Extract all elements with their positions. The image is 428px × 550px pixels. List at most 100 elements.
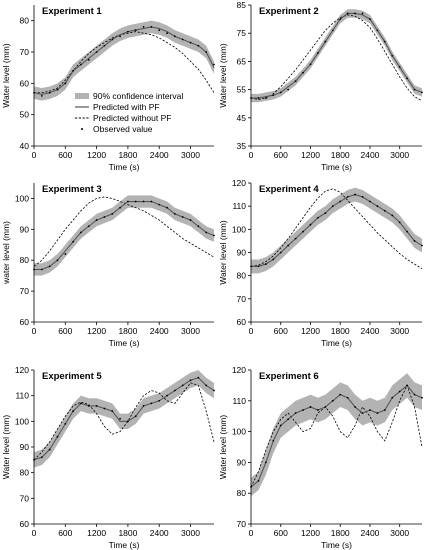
x-tick-label: 1800 (118, 326, 137, 336)
observed-point (197, 225, 200, 228)
x-tick-label: 3000 (390, 528, 409, 538)
series-line-with-pf (34, 200, 215, 271)
y-axis-label: Water level (mm) (218, 415, 228, 480)
observed-point (346, 12, 349, 15)
observed-point (317, 216, 319, 219)
observed-point (317, 52, 319, 54)
x-tick-label: 1200 (87, 150, 106, 160)
observed-point (64, 82, 67, 85)
observed-point (72, 240, 75, 243)
y-tick-label: 100 (15, 193, 29, 203)
observed-point (158, 399, 161, 402)
x-tick-label: 1800 (118, 150, 137, 160)
observed-point (87, 405, 90, 407)
x-tick-label: 3000 (181, 528, 200, 538)
observed-point (331, 205, 334, 208)
observed-point (354, 406, 356, 408)
observed-point (158, 29, 161, 31)
observed-point (40, 456, 43, 459)
x-tick-label: 0 (249, 528, 254, 538)
observed-point (279, 251, 282, 254)
series-line-without-pf (34, 31, 215, 94)
series-line-with-pf (251, 194, 423, 267)
observed-point (181, 384, 184, 387)
series-line-with-pf (33, 26, 215, 95)
ci-band (251, 373, 422, 497)
observed-point (95, 405, 98, 407)
x-tick-label: 600 (58, 326, 72, 336)
observed-point (421, 91, 423, 94)
observed-point (80, 231, 82, 234)
observed-point (339, 18, 342, 20)
observed-point (331, 29, 334, 32)
observed-point (134, 29, 137, 31)
observed-point (181, 216, 184, 218)
observed-point (197, 376, 200, 379)
observed-point (48, 91, 51, 94)
observed-point (391, 54, 394, 57)
observed-point (339, 393, 342, 396)
observed-point (150, 402, 153, 405)
chart-panel: 0 600 1200 1800 2400 3000 35 45 55 65 75 85 Experime… (218, 0, 423, 172)
y-tick-label: 100 (15, 416, 29, 426)
y-tick-label: 80 (20, 16, 30, 26)
y-tick-label: 80 (20, 468, 30, 478)
x-axis-label: Time (s) (109, 162, 140, 172)
observed-point (64, 253, 67, 255)
x-tick-label: 600 (58, 528, 72, 538)
observed-point (331, 399, 334, 402)
y-tick-label: 120 (232, 178, 246, 188)
y-tick-label: 35 (237, 141, 247, 151)
chart-panel: 0 600 1200 1800 2400 3000 60 70 80 90 100 110 120 Exp… (218, 178, 423, 348)
observed-point (302, 71, 304, 74)
observed-point (213, 234, 215, 237)
observed-point (142, 26, 145, 28)
observed-point (383, 40, 386, 43)
observed-point (398, 66, 401, 68)
y-tick-label: 100 (232, 427, 246, 437)
observed-point (361, 412, 364, 415)
y-tick-label: 85 (237, 0, 247, 10)
y-tick-label: 70 (20, 493, 30, 503)
chart-title: Experiment 2 (259, 6, 319, 17)
observed-point (257, 97, 260, 99)
observed-point (95, 219, 98, 221)
observed-point (213, 389, 215, 392)
observed-point (142, 405, 145, 407)
y-tick-label: 90 (237, 457, 247, 467)
legend-swatch-observed (81, 128, 83, 130)
observed-point (150, 200, 153, 203)
legend-label-observed: Observed value (93, 124, 153, 134)
x-tick-label: 1200 (301, 528, 320, 538)
y-tick-label: 90 (237, 248, 247, 258)
y-tick-label: 90 (20, 442, 30, 452)
observed-point (264, 461, 267, 464)
x-tick-label: 600 (58, 150, 72, 160)
observed-point (354, 12, 356, 15)
chart-title: Experiment 3 (42, 184, 102, 195)
y-tick-label: 60 (20, 317, 30, 327)
x-tick-label: 1800 (331, 528, 350, 538)
x-tick-label: 600 (274, 528, 288, 538)
x-tick-label: 0 (32, 326, 37, 336)
y-tick-label: 70 (20, 47, 30, 57)
y-tick-label: 60 (237, 317, 247, 327)
observed-point (279, 91, 282, 94)
observed-point (111, 38, 114, 41)
observed-point (376, 29, 379, 32)
observed-point (111, 410, 114, 412)
x-tick-label: 0 (249, 326, 254, 336)
observed-point (294, 237, 297, 240)
ci-band (34, 370, 214, 468)
observed-point (127, 420, 129, 423)
y-axis-label: Water level (mm) (1, 415, 11, 480)
observed-point (413, 393, 416, 396)
ci-band (34, 20, 214, 101)
observed-point (287, 244, 290, 247)
observed-point (40, 268, 43, 271)
observed-point (134, 415, 137, 418)
chart-panel: 0 600 1200 1800 2400 3000 60 70 80 90 100 110 120 Exp… (1, 365, 215, 550)
observed-point (272, 439, 275, 442)
x-tick-label: 2400 (360, 150, 379, 160)
